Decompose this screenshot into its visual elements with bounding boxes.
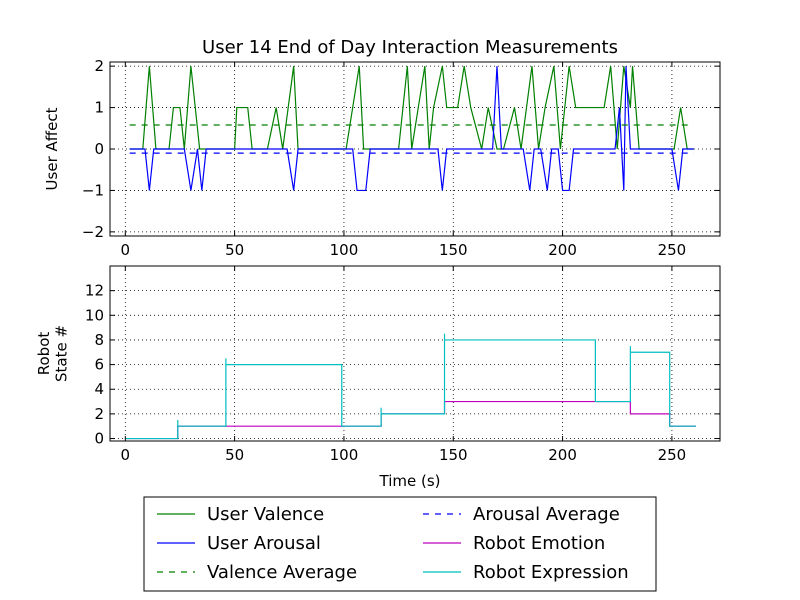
top-x-tick-label: 250 [658,241,687,259]
bottom-y-axis-label: RobotState # [35,325,70,382]
series-robot-expression [125,333,696,440]
bottom-y-tick-label: 10 [85,306,104,324]
bottom-x-tick-label: 150 [439,446,468,464]
bottom-y-tick-label: 8 [94,331,104,349]
top-x-tick-label: 50 [225,241,244,259]
figure-title: User 14 End of Day Interaction Measureme… [202,37,618,58]
top-x-tick-label: 150 [439,241,468,259]
bottom-x-tick-label: 100 [330,446,359,464]
top-series-group [129,66,694,192]
legend-label: Valence Average [207,562,357,583]
bottom-plot-area [110,266,720,441]
legend-label: Robot Expression [473,562,629,583]
bottom-y-tick-label: 6 [94,356,104,374]
bottom-x-tick-label: 200 [548,446,577,464]
bottom-x-tick-label: 50 [225,446,244,464]
legend-box [143,496,657,592]
top-y-tick-label: 0 [94,140,104,158]
top-y-tick-label: −2 [82,223,104,241]
top-y-axis-label: User Affect [43,107,61,190]
bottom-panel-robot-state: 0 50 100 150 200 250 0 2 4 6 8 10 12 RobotState # [35,265,721,464]
legend-label: User Arousal [207,533,321,554]
bottom-y-tick-label: 12 [85,282,104,300]
bottom-x-tick-label: 0 [121,446,131,464]
bottom-series-group [125,333,696,440]
legend-label: Robot Emotion [473,533,605,554]
top-x-tick-label: 0 [121,241,131,259]
top-y-tick-label: 1 [94,99,104,117]
x-axis-label: Time (s) [379,472,441,490]
top-x-tick-label: 200 [548,241,577,259]
bottom-x-tick-label: 250 [658,446,687,464]
series-user-arousal [129,66,694,192]
legend: User Valence User Arousal Valence Average A… [143,496,657,592]
legend-label: Arousal Average [473,504,620,525]
top-y-tick-label: 2 [94,57,104,75]
bottom-y-tick-label: 4 [94,380,104,398]
top-y-tick-label: −1 [82,181,104,199]
top-panel-affect: 0 50 100 150 200 250 −2 −1 0 1 2 User Affect [43,57,721,259]
bottom-y-tick-label: 0 [94,430,104,448]
bottom-axes-frame [109,265,721,442]
bottom-y-tick-label: 2 [94,405,104,423]
legend-label: User Valence [207,504,324,525]
top-x-tick-label: 100 [330,241,359,259]
